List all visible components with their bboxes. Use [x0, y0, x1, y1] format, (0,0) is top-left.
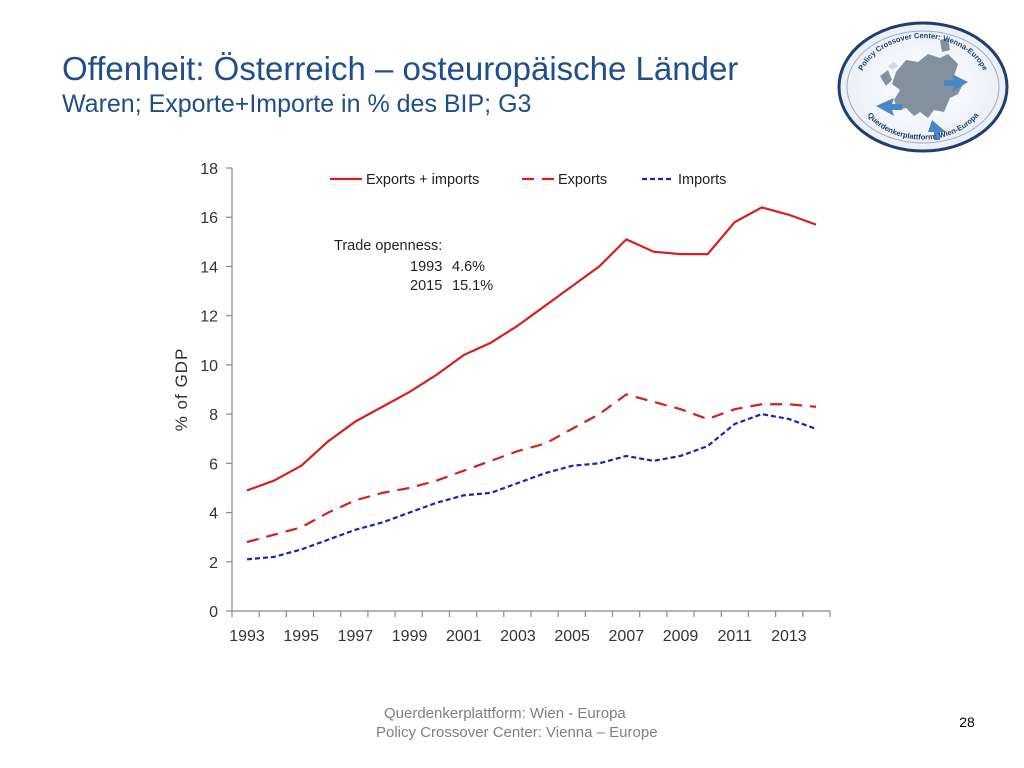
footer-line-2: Policy Crossover Center: Vienna – Europe — [376, 724, 658, 741]
annotation-year: 2015 — [410, 278, 442, 294]
x-tick-label: 1993 — [229, 628, 265, 645]
y-tick-label: 10 — [200, 358, 218, 375]
page-number: 28 — [959, 714, 975, 730]
chart-legend: Exports + imports Exports Imports — [330, 172, 726, 188]
annotation-value: 15.1% — [452, 278, 493, 294]
x-tick-label: 2009 — [663, 628, 699, 645]
annotation-year: 1993 — [410, 259, 442, 275]
europe-map-logo-icon: Policy Crossover Center: Vienna-Europe Q… — [837, 21, 1009, 153]
chart-series — [246, 206, 817, 561]
annotation-value: 4.6% — [452, 259, 485, 275]
y-tick-label: 14 — [200, 259, 218, 276]
y-tick-label: 4 — [209, 506, 218, 523]
x-tick-label: 1997 — [338, 628, 374, 645]
x-tick-label: 2001 — [446, 628, 482, 645]
x-tick-label: 1995 — [283, 628, 319, 645]
x-tick-label: 2011 — [718, 628, 753, 645]
series-line-1 — [246, 206, 817, 492]
legend-label: Exports + imports — [366, 172, 479, 188]
legend-label: Imports — [678, 172, 726, 188]
series-line-3 — [246, 413, 817, 561]
x-tick-label: 1999 — [392, 628, 428, 645]
trade-openness-annotation: Trade openness: 1993 4.6% 2015 15.1% — [334, 238, 493, 294]
chart-axes: 0 2 4 6 8 10 12 14 16 18 % of GDP 1993 1995 1997 1999 2… — [172, 161, 831, 645]
x-tick-label: 2005 — [554, 628, 590, 645]
y-axis-label: % of GDP — [172, 348, 191, 432]
y-tick-label: 12 — [200, 309, 218, 326]
slide-footer: Querdenkerplattform: Wien - Europa Polic… — [340, 704, 700, 742]
y-tick-label: 2 — [209, 555, 218, 572]
x-tick-label: 2013 — [771, 628, 807, 645]
x-tick-label: 2003 — [500, 628, 536, 645]
x-tick-label: 2007 — [609, 628, 645, 645]
y-tick-label: 0 — [209, 604, 218, 621]
footer-line-1: Querdenkerplattform: Wien - Europa — [384, 705, 626, 722]
annotation-heading: Trade openness: — [334, 238, 442, 254]
legend-label: Exports — [558, 172, 607, 188]
y-tick-label: 16 — [200, 210, 218, 227]
slide-title: Offenheit: Österreich – osteuropäische L… — [62, 50, 739, 87]
slide-subtitle: Waren; Exporte+Importe in % des BIP; G3 — [62, 90, 532, 118]
y-tick-label: 18 — [200, 161, 218, 178]
y-tick-label: 6 — [209, 456, 218, 473]
series-line-2 — [246, 393, 817, 544]
y-tick-label: 8 — [209, 407, 218, 424]
